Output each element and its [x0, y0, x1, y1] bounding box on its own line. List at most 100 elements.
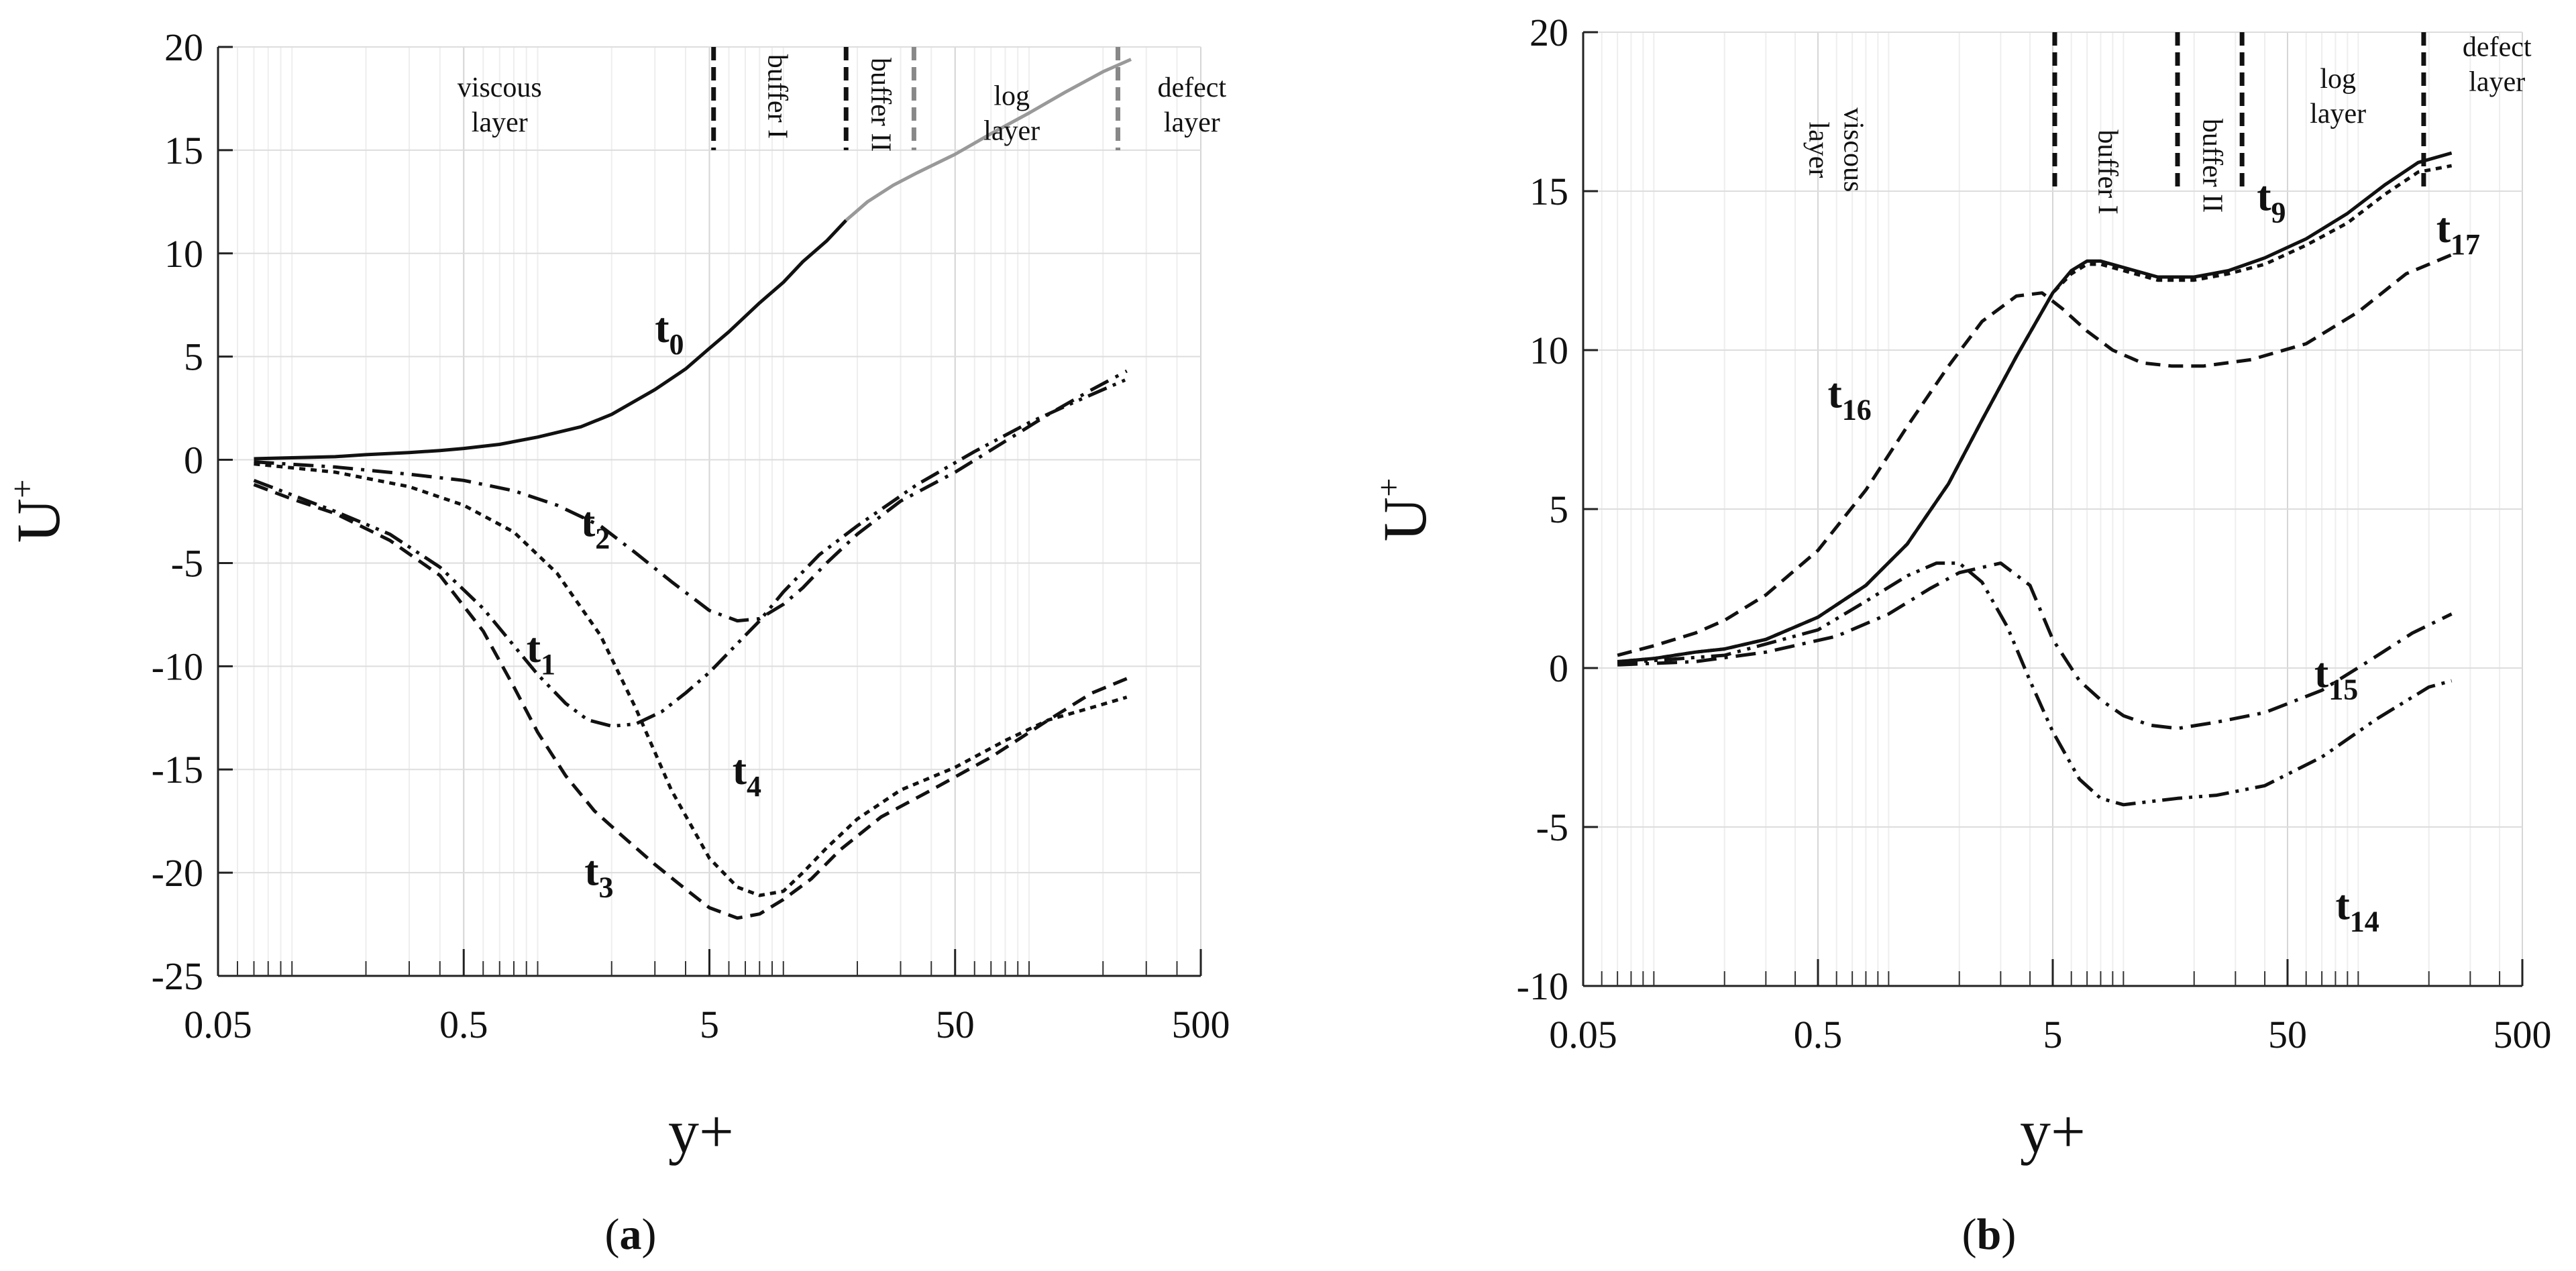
curve-label-t2: t2: [581, 498, 610, 555]
region-label-line: layer: [2310, 99, 2366, 129]
region-label-line: layer: [472, 107, 528, 138]
region-label-line: log: [994, 80, 1030, 111]
region-label-line: layer: [2469, 66, 2525, 97]
y-tick-label: -10: [152, 645, 203, 688]
curve-label-t17: t17: [2436, 204, 2480, 261]
y-tick-label: -10: [1517, 964, 1568, 1008]
y-tick-label: 10: [1529, 329, 1568, 372]
y-axis-label-main-a: U: [4, 498, 72, 543]
region-label-line: viscous: [1838, 107, 1869, 192]
y-tick-label: 0: [184, 439, 203, 482]
x-tick-label: 50: [2268, 1013, 2307, 1056]
region-label-line: defect: [2463, 32, 2532, 62]
series-line-t0-log: [845, 58, 1132, 222]
y-tick-label: 5: [184, 335, 203, 379]
series-line-t15: [1617, 561, 2453, 730]
curve-label-main: t: [2257, 172, 2271, 219]
region-label-line: buffer II: [2196, 119, 2227, 213]
curve-label-main: t: [1827, 369, 1842, 417]
y-tick-label: -15: [152, 748, 203, 791]
curve-label-t3: t3: [584, 847, 613, 904]
x-tick-label: 0.05: [184, 1003, 252, 1046]
region-label-line: buffer I: [2092, 129, 2123, 214]
curve-label-sub: 4: [747, 770, 761, 803]
curve-label-t4: t4: [733, 746, 761, 803]
y-tick-label: -5: [1536, 806, 1568, 849]
series-line-t17: [1617, 164, 2453, 663]
series-line-t0: [254, 219, 848, 461]
curve-label-sub: 15: [2328, 673, 2358, 706]
dividers-a: [711, 47, 1120, 150]
y-tick-label: 0: [1549, 647, 1568, 690]
panel-letter-a: a: [620, 1210, 642, 1259]
region-label: buffer I: [762, 54, 793, 139]
y-tick-label: -5: [171, 541, 203, 585]
x-tick-label: 5: [700, 1003, 719, 1046]
y-tick-label: 15: [1529, 170, 1568, 213]
x-tick-label: 0.05: [1549, 1013, 1617, 1056]
curve-label-sub: 14: [2350, 905, 2379, 938]
region-label-line: layer: [983, 115, 1040, 146]
region-label-line: layer: [1803, 121, 1834, 178]
y-axis-label-sup-b: +: [1370, 478, 1407, 497]
y-axis-label-a: U+: [3, 480, 72, 543]
series-a: [253, 58, 1132, 920]
region-label-line: buffer I: [762, 54, 793, 139]
grid-b: [1582, 32, 2523, 987]
curve-label-sub: 3: [599, 871, 614, 904]
grid-a: [217, 46, 1201, 977]
dividers-b: [2052, 32, 2426, 191]
curve-label-main: t: [527, 624, 541, 671]
curve-label-t14: t14: [2335, 881, 2379, 938]
y-axis-label-main-b: U: [1371, 497, 1439, 541]
curve-label-sub: 9: [2271, 196, 2286, 229]
curve-label-t1: t1: [527, 624, 555, 681]
x-axis-label-b: y+: [2020, 1097, 2086, 1166]
region-label: buffer I: [2092, 129, 2123, 214]
series-line-t2: [254, 369, 1128, 623]
y-axis-label-sup-a: +: [3, 480, 41, 498]
region-label: log layer: [2310, 64, 2366, 129]
series-line-t16: [1617, 253, 2453, 657]
curve-label-sub: 2: [595, 522, 610, 555]
curve-label-sub: 0: [669, 328, 684, 361]
y-axis-label-b: U+: [1370, 478, 1439, 542]
curve-label-t16: t16: [1827, 369, 1871, 426]
x-tick-label: 500: [2493, 1013, 2552, 1056]
x-tick-label: 50: [936, 1003, 975, 1046]
curve-label-t15: t15: [2314, 649, 2358, 706]
y-tick-label: 10: [164, 232, 203, 276]
y-tick-label: -25: [152, 954, 203, 998]
region-label: buffer II: [2196, 119, 2227, 213]
region-label-line: buffer II: [865, 58, 896, 152]
x-tick-label: 0.5: [1794, 1013, 1843, 1056]
series-line-t14: [1617, 561, 2453, 807]
curve-label-t9: t9: [2257, 172, 2286, 229]
series-b: [1617, 151, 2453, 807]
curve-label-main: t: [2314, 649, 2329, 696]
curve-label-main: t: [2436, 204, 2451, 252]
y-tick-label: -20: [152, 851, 203, 895]
x-axis-label-a: y+: [668, 1097, 734, 1166]
curve-label-main: t: [581, 498, 596, 545]
panel-label-a: (a): [605, 1210, 657, 1259]
region-label: buffer II: [865, 58, 896, 152]
region-label: defect layer: [1157, 72, 1226, 138]
series-line-t9: [1617, 151, 2453, 663]
series-line-t3: [253, 483, 1128, 920]
y-tick-label: 20: [164, 25, 203, 69]
x-tick-label: 5: [2043, 1013, 2063, 1056]
curve-label-main: t: [2335, 881, 2350, 928]
curve-label-main: t: [584, 847, 599, 895]
curve-label-main: t: [733, 746, 747, 793]
x-tick-label: 0.5: [439, 1003, 488, 1046]
